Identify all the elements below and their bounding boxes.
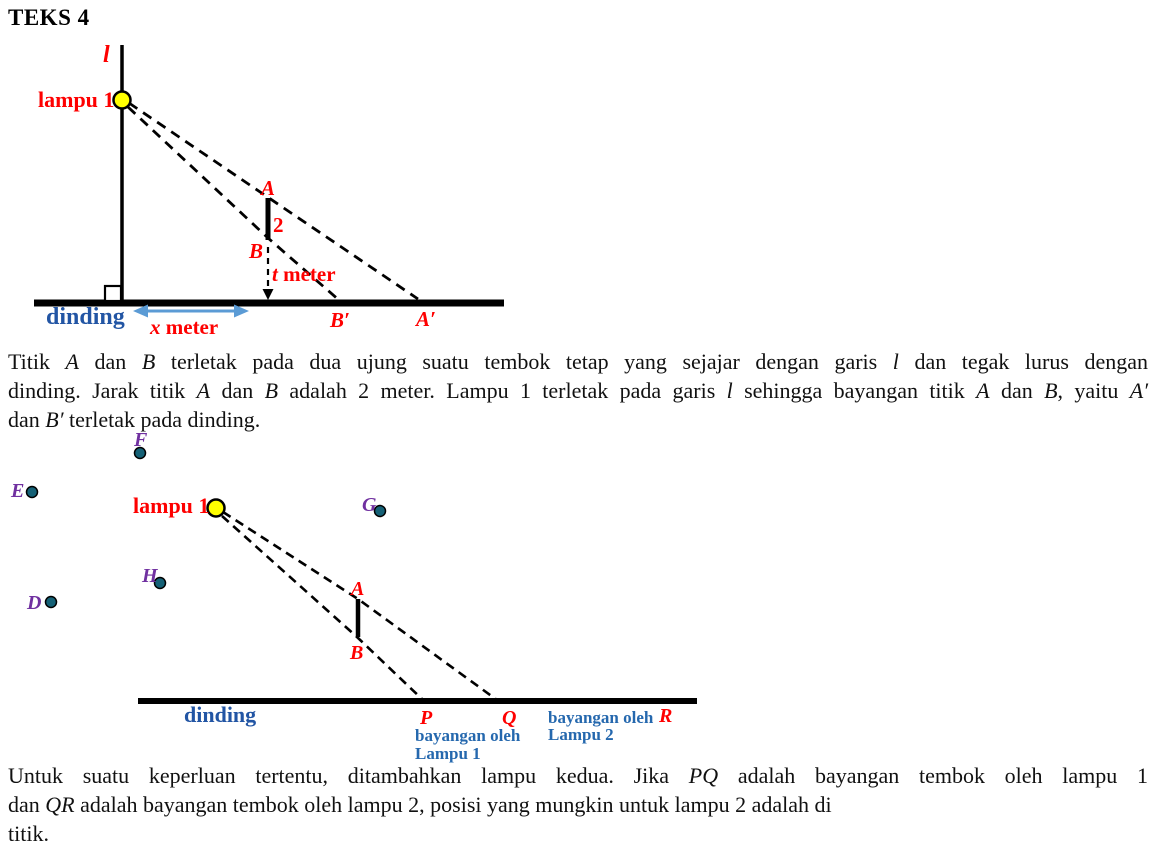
label-point-G: G <box>362 494 377 516</box>
label-point-E: E <box>10 480 24 502</box>
label-point-H: H <box>141 565 159 587</box>
diagram-lamp1-shadow: l lampu 1 A 2 B t meter B′ A′ dinding x … <box>34 42 504 339</box>
paragraph-2-line-2: dan QR adalah bayangan tembok oleh lampu… <box>8 792 832 817</box>
label-point-D: D <box>26 592 41 614</box>
label-dinding-1: dinding <box>46 304 125 330</box>
caption-shadow-lamp2-line2: Lampu 2 <box>548 725 614 744</box>
label-point-A: A <box>259 176 275 200</box>
label-point-B: B <box>248 239 263 263</box>
ray-lamp1-through-B-2 <box>221 515 424 701</box>
label-shadow-A-prime: A′ <box>414 307 436 331</box>
caption-shadow-lamp1-line1: bayangan oleh <box>415 726 521 745</box>
label-t-meter: t meter <box>272 262 336 286</box>
label-dinding-2: dinding <box>184 702 256 727</box>
label-lamp1-2: lampu 1 <box>133 493 209 518</box>
label-point-R: R <box>658 705 672 727</box>
ray-lamp1-through-A <box>128 101 419 301</box>
label-x-meter: x meter <box>149 315 218 339</box>
point-D-dot <box>44 595 58 609</box>
x-meter-arrowhead-left <box>133 304 148 318</box>
label-point-A-2: A <box>349 578 364 600</box>
lamp1-bulb-icon-2 <box>206 498 226 518</box>
t-meter-arrowhead <box>262 289 274 300</box>
caption-shadow-lamp1-line2: Lampu 1 <box>415 744 481 763</box>
paragraph-2-line-3: titik. <box>8 821 49 846</box>
right-angle-marker <box>103 284 123 303</box>
point-F-dot <box>133 446 147 460</box>
diagram-lamp2-candidates: F E G H D lampu 1 A B dinding P Q R baya… <box>10 429 697 763</box>
point-H-dot <box>153 576 167 590</box>
paragraph-1-line-3: dan B′ terletak pada dinding. <box>8 407 261 432</box>
paragraph-1: Titik A dan B terletak pada dua ujung su… <box>8 347 1148 434</box>
label-shadow-B-prime: B′ <box>329 308 350 332</box>
paragraph-2-line-1: Untuk suatu keperluan tertentu, ditambah… <box>8 763 1149 788</box>
label-point-F: F <box>133 429 148 451</box>
label-point-Q: Q <box>502 707 516 729</box>
label-lamp1: lampu 1 <box>38 87 114 112</box>
lamp1-bulb-icon <box>112 90 132 110</box>
point-G-dot <box>373 504 387 518</box>
paragraph-1-line-1: Titik A dan B terletak pada dua ujung su… <box>8 349 1148 374</box>
paragraph-1-line-2: dinding. Jarak titik A dan B adalah 2 me… <box>8 378 1149 403</box>
page-title: TEKS 4 <box>8 5 90 30</box>
paragraph-2: Untuk suatu keperluan tertentu, ditambah… <box>8 761 1148 848</box>
caption-shadow-lamp2-line1: bayangan oleh <box>548 708 654 727</box>
label-point-B-2: B <box>349 642 363 664</box>
label-line-l: l <box>103 42 110 68</box>
ray-lamp1-through-A-2 <box>222 510 498 702</box>
point-E-dot <box>25 485 39 499</box>
label-point-P: P <box>419 707 433 729</box>
label-wall-length-2: 2 <box>273 213 284 237</box>
x-meter-arrowhead-right <box>234 304 249 318</box>
